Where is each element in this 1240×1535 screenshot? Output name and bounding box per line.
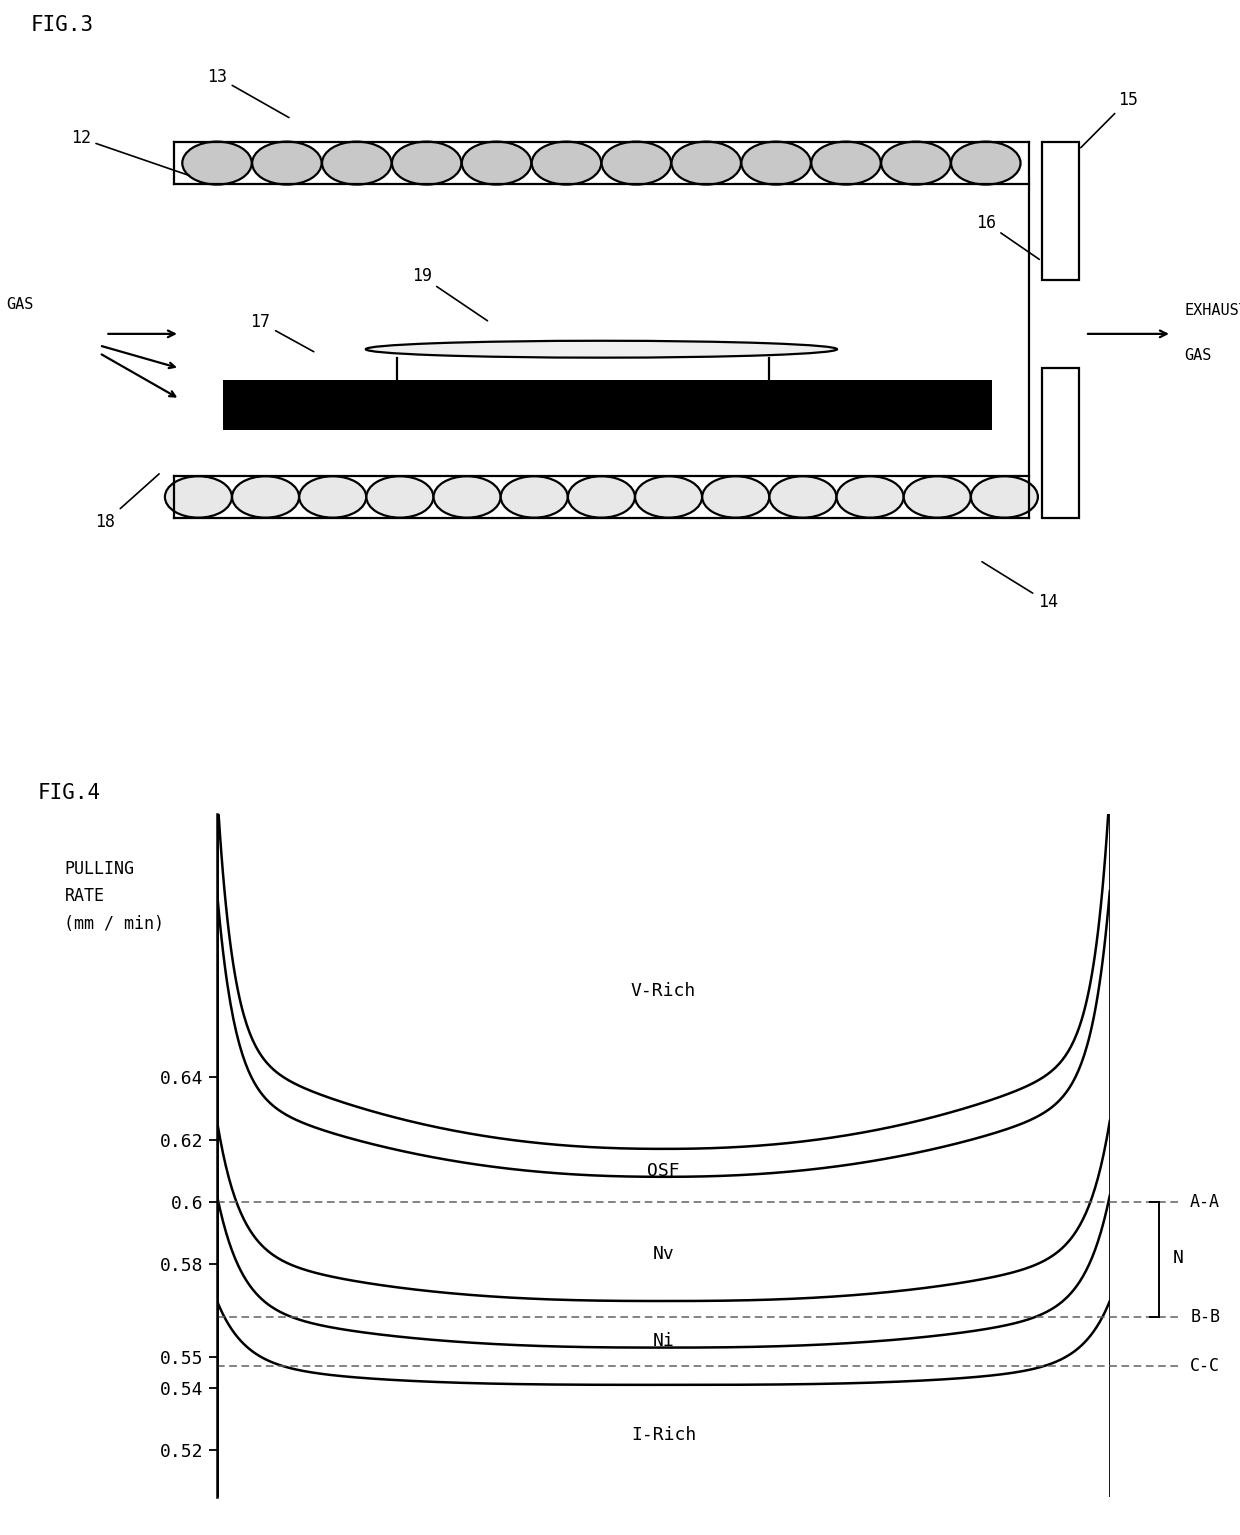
Circle shape	[904, 476, 971, 517]
Text: 19: 19	[412, 267, 487, 321]
Bar	[223, 379, 992, 430]
Circle shape	[951, 141, 1021, 184]
Ellipse shape	[366, 341, 837, 358]
Circle shape	[672, 141, 742, 184]
Text: 15: 15	[1081, 91, 1138, 147]
Circle shape	[299, 476, 366, 517]
Circle shape	[601, 141, 671, 184]
Text: 12: 12	[71, 129, 190, 175]
Text: 13: 13	[207, 68, 289, 118]
Text: FIG.4: FIG.4	[37, 783, 100, 803]
Text: C-C: C-C	[1190, 1357, 1220, 1375]
Bar	[1042, 141, 1079, 279]
Circle shape	[392, 141, 461, 184]
Circle shape	[837, 476, 904, 517]
Text: B-B: B-B	[1190, 1308, 1220, 1326]
Text: Nv: Nv	[652, 1245, 675, 1263]
Text: 18: 18	[95, 474, 159, 531]
Text: Ni: Ni	[652, 1332, 675, 1351]
Circle shape	[742, 141, 811, 184]
Circle shape	[702, 476, 769, 517]
Circle shape	[882, 141, 951, 184]
Circle shape	[769, 476, 837, 517]
Text: EXHAUST: EXHAUST	[1184, 304, 1240, 318]
Text: V-Rich: V-Rich	[631, 981, 696, 999]
Text: 16: 16	[976, 213, 1039, 259]
Text: I-Rich: I-Rich	[631, 1426, 696, 1443]
Circle shape	[501, 476, 568, 517]
Text: A-A: A-A	[1190, 1193, 1220, 1211]
Circle shape	[532, 141, 601, 184]
Circle shape	[461, 141, 531, 184]
Text: 17: 17	[250, 313, 314, 352]
Circle shape	[971, 476, 1038, 517]
Circle shape	[165, 476, 232, 517]
Text: GAS: GAS	[6, 298, 33, 312]
Circle shape	[252, 141, 321, 184]
Text: N: N	[1172, 1248, 1183, 1266]
Circle shape	[811, 141, 880, 184]
Circle shape	[232, 476, 299, 517]
Circle shape	[635, 476, 702, 517]
Circle shape	[322, 141, 392, 184]
Text: 14: 14	[982, 562, 1058, 611]
Text: OSF: OSF	[647, 1162, 680, 1179]
Text: PULLING
RATE
(mm / min): PULLING RATE (mm / min)	[64, 860, 165, 933]
Text: GAS: GAS	[1184, 348, 1211, 362]
Circle shape	[434, 476, 501, 517]
Bar	[1042, 368, 1079, 519]
Text: FIG.3: FIG.3	[31, 15, 94, 35]
Circle shape	[568, 476, 635, 517]
Circle shape	[367, 476, 434, 517]
Circle shape	[182, 141, 252, 184]
